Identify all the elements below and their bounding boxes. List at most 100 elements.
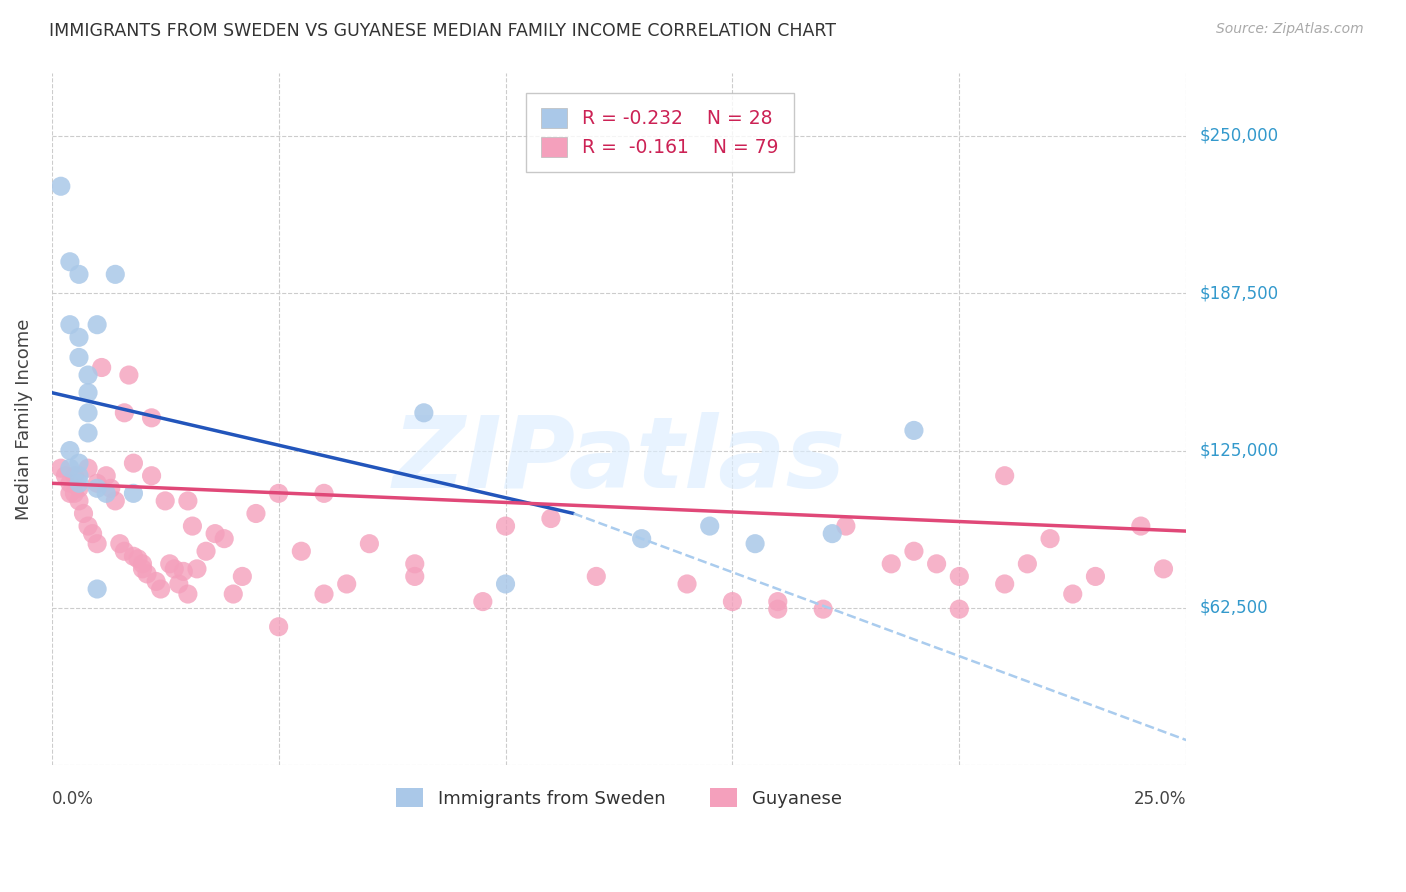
Point bbox=[63, 468, 86, 483]
Point bbox=[96, 486, 118, 500]
Point bbox=[77, 406, 100, 420]
Point bbox=[153, 494, 176, 508]
Point bbox=[96, 468, 118, 483]
Text: $125,000: $125,000 bbox=[1199, 442, 1279, 459]
Point bbox=[903, 544, 925, 558]
Point bbox=[86, 537, 108, 551]
Point bbox=[141, 468, 163, 483]
Point bbox=[1039, 532, 1062, 546]
Point bbox=[1062, 587, 1084, 601]
Point bbox=[59, 476, 82, 491]
Text: $187,500: $187,500 bbox=[1199, 285, 1279, 302]
Point bbox=[312, 587, 335, 601]
Point bbox=[676, 577, 699, 591]
Point bbox=[994, 577, 1017, 591]
Point bbox=[948, 602, 970, 616]
Text: 0.0%: 0.0% bbox=[52, 790, 94, 808]
Point bbox=[59, 318, 82, 332]
Point bbox=[359, 537, 381, 551]
Point bbox=[112, 544, 135, 558]
Point bbox=[67, 481, 90, 495]
Point bbox=[994, 468, 1017, 483]
Point bbox=[540, 511, 562, 525]
Point bbox=[104, 494, 127, 508]
Point bbox=[145, 574, 167, 589]
Legend: Immigrants from Sweden, Guyanese: Immigrants from Sweden, Guyanese bbox=[389, 781, 849, 815]
Point bbox=[204, 526, 226, 541]
Point bbox=[186, 562, 208, 576]
Point bbox=[82, 526, 104, 541]
Point bbox=[90, 360, 112, 375]
Point bbox=[336, 577, 359, 591]
Point bbox=[766, 594, 789, 608]
Point bbox=[903, 424, 925, 438]
Point bbox=[231, 569, 253, 583]
Text: IMMIGRANTS FROM SWEDEN VS GUYANESE MEDIAN FAMILY INCOME CORRELATION CHART: IMMIGRANTS FROM SWEDEN VS GUYANESE MEDIA… bbox=[49, 22, 837, 40]
Point bbox=[412, 406, 434, 420]
Point bbox=[77, 425, 100, 440]
Point bbox=[108, 537, 131, 551]
Point bbox=[471, 594, 494, 608]
Point bbox=[149, 582, 172, 596]
Point bbox=[172, 565, 194, 579]
Point bbox=[86, 476, 108, 491]
Point bbox=[267, 620, 290, 634]
Point bbox=[880, 557, 903, 571]
Point bbox=[77, 385, 100, 400]
Point bbox=[630, 532, 652, 546]
Point bbox=[177, 494, 200, 508]
Point bbox=[131, 562, 153, 576]
Point bbox=[404, 557, 426, 571]
Point bbox=[212, 532, 235, 546]
Point bbox=[925, 557, 948, 571]
Point bbox=[159, 557, 181, 571]
Point bbox=[141, 410, 163, 425]
Point bbox=[127, 551, 149, 566]
Y-axis label: Median Family Income: Median Family Income bbox=[15, 318, 32, 520]
Point bbox=[77, 461, 100, 475]
Point bbox=[77, 519, 100, 533]
Point bbox=[67, 494, 90, 508]
Point bbox=[59, 461, 82, 475]
Point bbox=[49, 461, 72, 475]
Point bbox=[86, 481, 108, 495]
Point bbox=[53, 468, 76, 483]
Point bbox=[699, 519, 721, 533]
Point bbox=[67, 476, 90, 491]
Point bbox=[1153, 562, 1175, 576]
Point bbox=[63, 486, 86, 500]
Point bbox=[59, 443, 82, 458]
Point bbox=[67, 330, 90, 344]
Point bbox=[821, 526, 844, 541]
Point bbox=[136, 566, 159, 581]
Point bbox=[131, 557, 153, 571]
Point bbox=[118, 368, 141, 382]
Point bbox=[181, 519, 204, 533]
Text: Source: ZipAtlas.com: Source: ZipAtlas.com bbox=[1216, 22, 1364, 37]
Point bbox=[67, 456, 90, 470]
Point bbox=[766, 602, 789, 616]
Point bbox=[72, 507, 94, 521]
Point bbox=[67, 468, 90, 483]
Point bbox=[67, 268, 90, 282]
Point bbox=[1017, 557, 1039, 571]
Point bbox=[122, 456, 145, 470]
Text: $250,000: $250,000 bbox=[1199, 127, 1279, 145]
Point bbox=[195, 544, 218, 558]
Point bbox=[163, 562, 186, 576]
Point bbox=[721, 594, 744, 608]
Point bbox=[404, 569, 426, 583]
Point bbox=[86, 318, 108, 332]
Point bbox=[495, 577, 517, 591]
Point bbox=[59, 254, 82, 268]
Point bbox=[267, 486, 290, 500]
Point bbox=[104, 268, 127, 282]
Text: $62,500: $62,500 bbox=[1199, 599, 1268, 617]
Point bbox=[835, 519, 858, 533]
Point bbox=[948, 569, 970, 583]
Point bbox=[122, 549, 145, 564]
Point bbox=[167, 577, 190, 591]
Point bbox=[290, 544, 312, 558]
Point bbox=[49, 179, 72, 194]
Text: 25.0%: 25.0% bbox=[1133, 790, 1187, 808]
